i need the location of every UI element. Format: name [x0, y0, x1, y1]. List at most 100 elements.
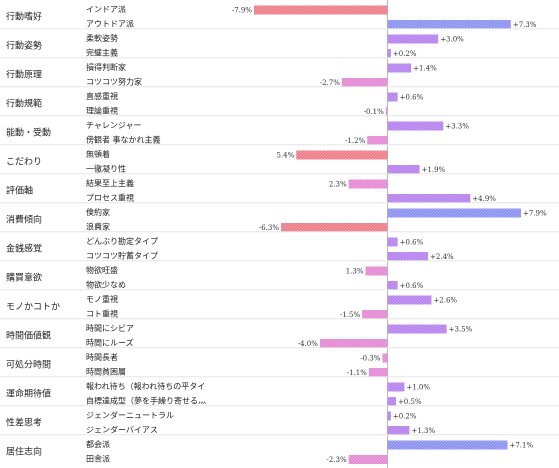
value-label: +1.9% [422, 166, 446, 174]
bar [348, 179, 388, 189]
item-label: 報われ待ち（報われ待ちの平タイ [86, 381, 205, 391]
bar [387, 281, 398, 290]
value-label: 1.3% [346, 268, 364, 276]
value-label: -1.5% [340, 311, 360, 319]
value-label: -2.7% [320, 79, 340, 87]
bar [296, 150, 388, 160]
category-label: 運命期待値 [6, 387, 51, 399]
category-label: 居住志向 [6, 445, 42, 457]
bar [387, 237, 398, 247]
item-label: ジェンダーニュートラル [86, 410, 174, 420]
bar [281, 223, 388, 232]
item-label: チャレンジャー [86, 121, 142, 130]
value-label: +2.4% [430, 253, 454, 261]
item-label: コツコツ努力家 [86, 77, 142, 87]
value-label: -2.3% [326, 456, 346, 464]
value-label: -0.3% [360, 355, 380, 363]
category-label: 性差思考 [6, 416, 42, 428]
item-label: どんぶり勘定タイプ [86, 236, 158, 246]
category-label: モノかコトか [6, 301, 60, 312]
bar [387, 440, 508, 450]
bar [387, 49, 391, 58]
item-label: 物欲旺盛 [86, 265, 118, 275]
item-label: ジェンダーバイアス [86, 425, 158, 435]
bar [387, 34, 439, 44]
bar [341, 78, 388, 87]
category-label: 時間価値観 [6, 329, 51, 341]
bar [387, 426, 410, 435]
bar [368, 368, 388, 377]
value-label: +0.2% [393, 50, 417, 58]
item-label: 倹約家 [86, 207, 110, 217]
item-label: 損得判断家 [86, 62, 126, 72]
value-label: -4.0% [298, 340, 318, 348]
bar [387, 252, 429, 261]
value-label: +4.9% [472, 195, 496, 203]
bar [387, 20, 511, 29]
bar [382, 353, 388, 363]
value-label: -1.2% [345, 137, 365, 145]
item-label: コツコツ貯蓄タイプ [86, 251, 158, 261]
category-label: 行動姿勢 [6, 39, 42, 51]
bar [362, 310, 388, 319]
item-label: 浪費家 [86, 222, 110, 232]
category-label: 行動原理 [6, 68, 42, 80]
bar [387, 92, 398, 102]
value-label: +3.0% [440, 36, 464, 44]
bar [387, 165, 420, 174]
bar [387, 324, 447, 334]
item-label: 自標達成型（夢を手繰り寄せる灬 [86, 396, 206, 406]
value-label: +3.3% [445, 123, 469, 131]
item-label: 無頓着 [86, 149, 110, 159]
bar [253, 5, 388, 15]
bar [387, 382, 405, 392]
value-label: 5.4% [276, 152, 294, 160]
item-label: 都会派 [86, 439, 110, 449]
value-label: +3.5% [449, 326, 473, 334]
bar [385, 107, 388, 116]
bar [348, 455, 388, 464]
value-label: +7.3% [513, 21, 537, 29]
item-label: 時間にシビア [86, 324, 134, 333]
category-label: 能動・受動 [6, 126, 51, 138]
item-label: 柔軟姿勢 [86, 33, 118, 43]
category-label: 行動規範 [6, 97, 42, 109]
item-label: 物欲少なめ [86, 280, 126, 290]
bar [365, 266, 388, 276]
item-label: インドア派 [86, 5, 126, 14]
value-label: +2.6% [433, 297, 457, 305]
category-label: 購買意欲 [6, 271, 42, 283]
item-label: 田舎派 [86, 455, 110, 464]
value-label: -1.1% [347, 369, 367, 377]
category-label: 評価軸 [6, 184, 33, 196]
item-label: 一徹凝り性 [86, 164, 126, 174]
item-label: 直感重視 [86, 91, 118, 101]
value-label: 2.3% [329, 181, 347, 189]
bar [387, 121, 444, 131]
bar [387, 208, 522, 218]
item-label: 完璧主義 [86, 48, 118, 58]
value-label: +0.6% [400, 239, 424, 247]
item-label: プロセス重視 [86, 193, 134, 203]
value-label: +0.2% [393, 413, 417, 421]
bar [319, 339, 388, 348]
item-label: 時間にルーズ [86, 338, 134, 348]
item-label: 傍観者 事なかれ主義 [86, 135, 161, 145]
item-label: コト重視 [86, 309, 118, 319]
value-label: +0.6% [400, 282, 424, 290]
value-label: +1.4% [413, 65, 437, 73]
bar [387, 63, 412, 73]
value-label: -0.1% [364, 108, 384, 116]
item-label: アウトドア派 [86, 20, 134, 29]
value-label: -7.9% [232, 7, 252, 15]
category-label: 消費傾向 [6, 213, 42, 225]
bar [367, 136, 388, 145]
value-label: +1.3% [411, 427, 435, 435]
value-label: +7.1% [509, 442, 533, 450]
value-label: +1.0% [406, 384, 430, 392]
category-label: こだわり [6, 156, 42, 167]
item-label: 理論重視 [86, 106, 118, 116]
bar [387, 411, 391, 421]
item-label: 時間長者 [86, 353, 118, 362]
